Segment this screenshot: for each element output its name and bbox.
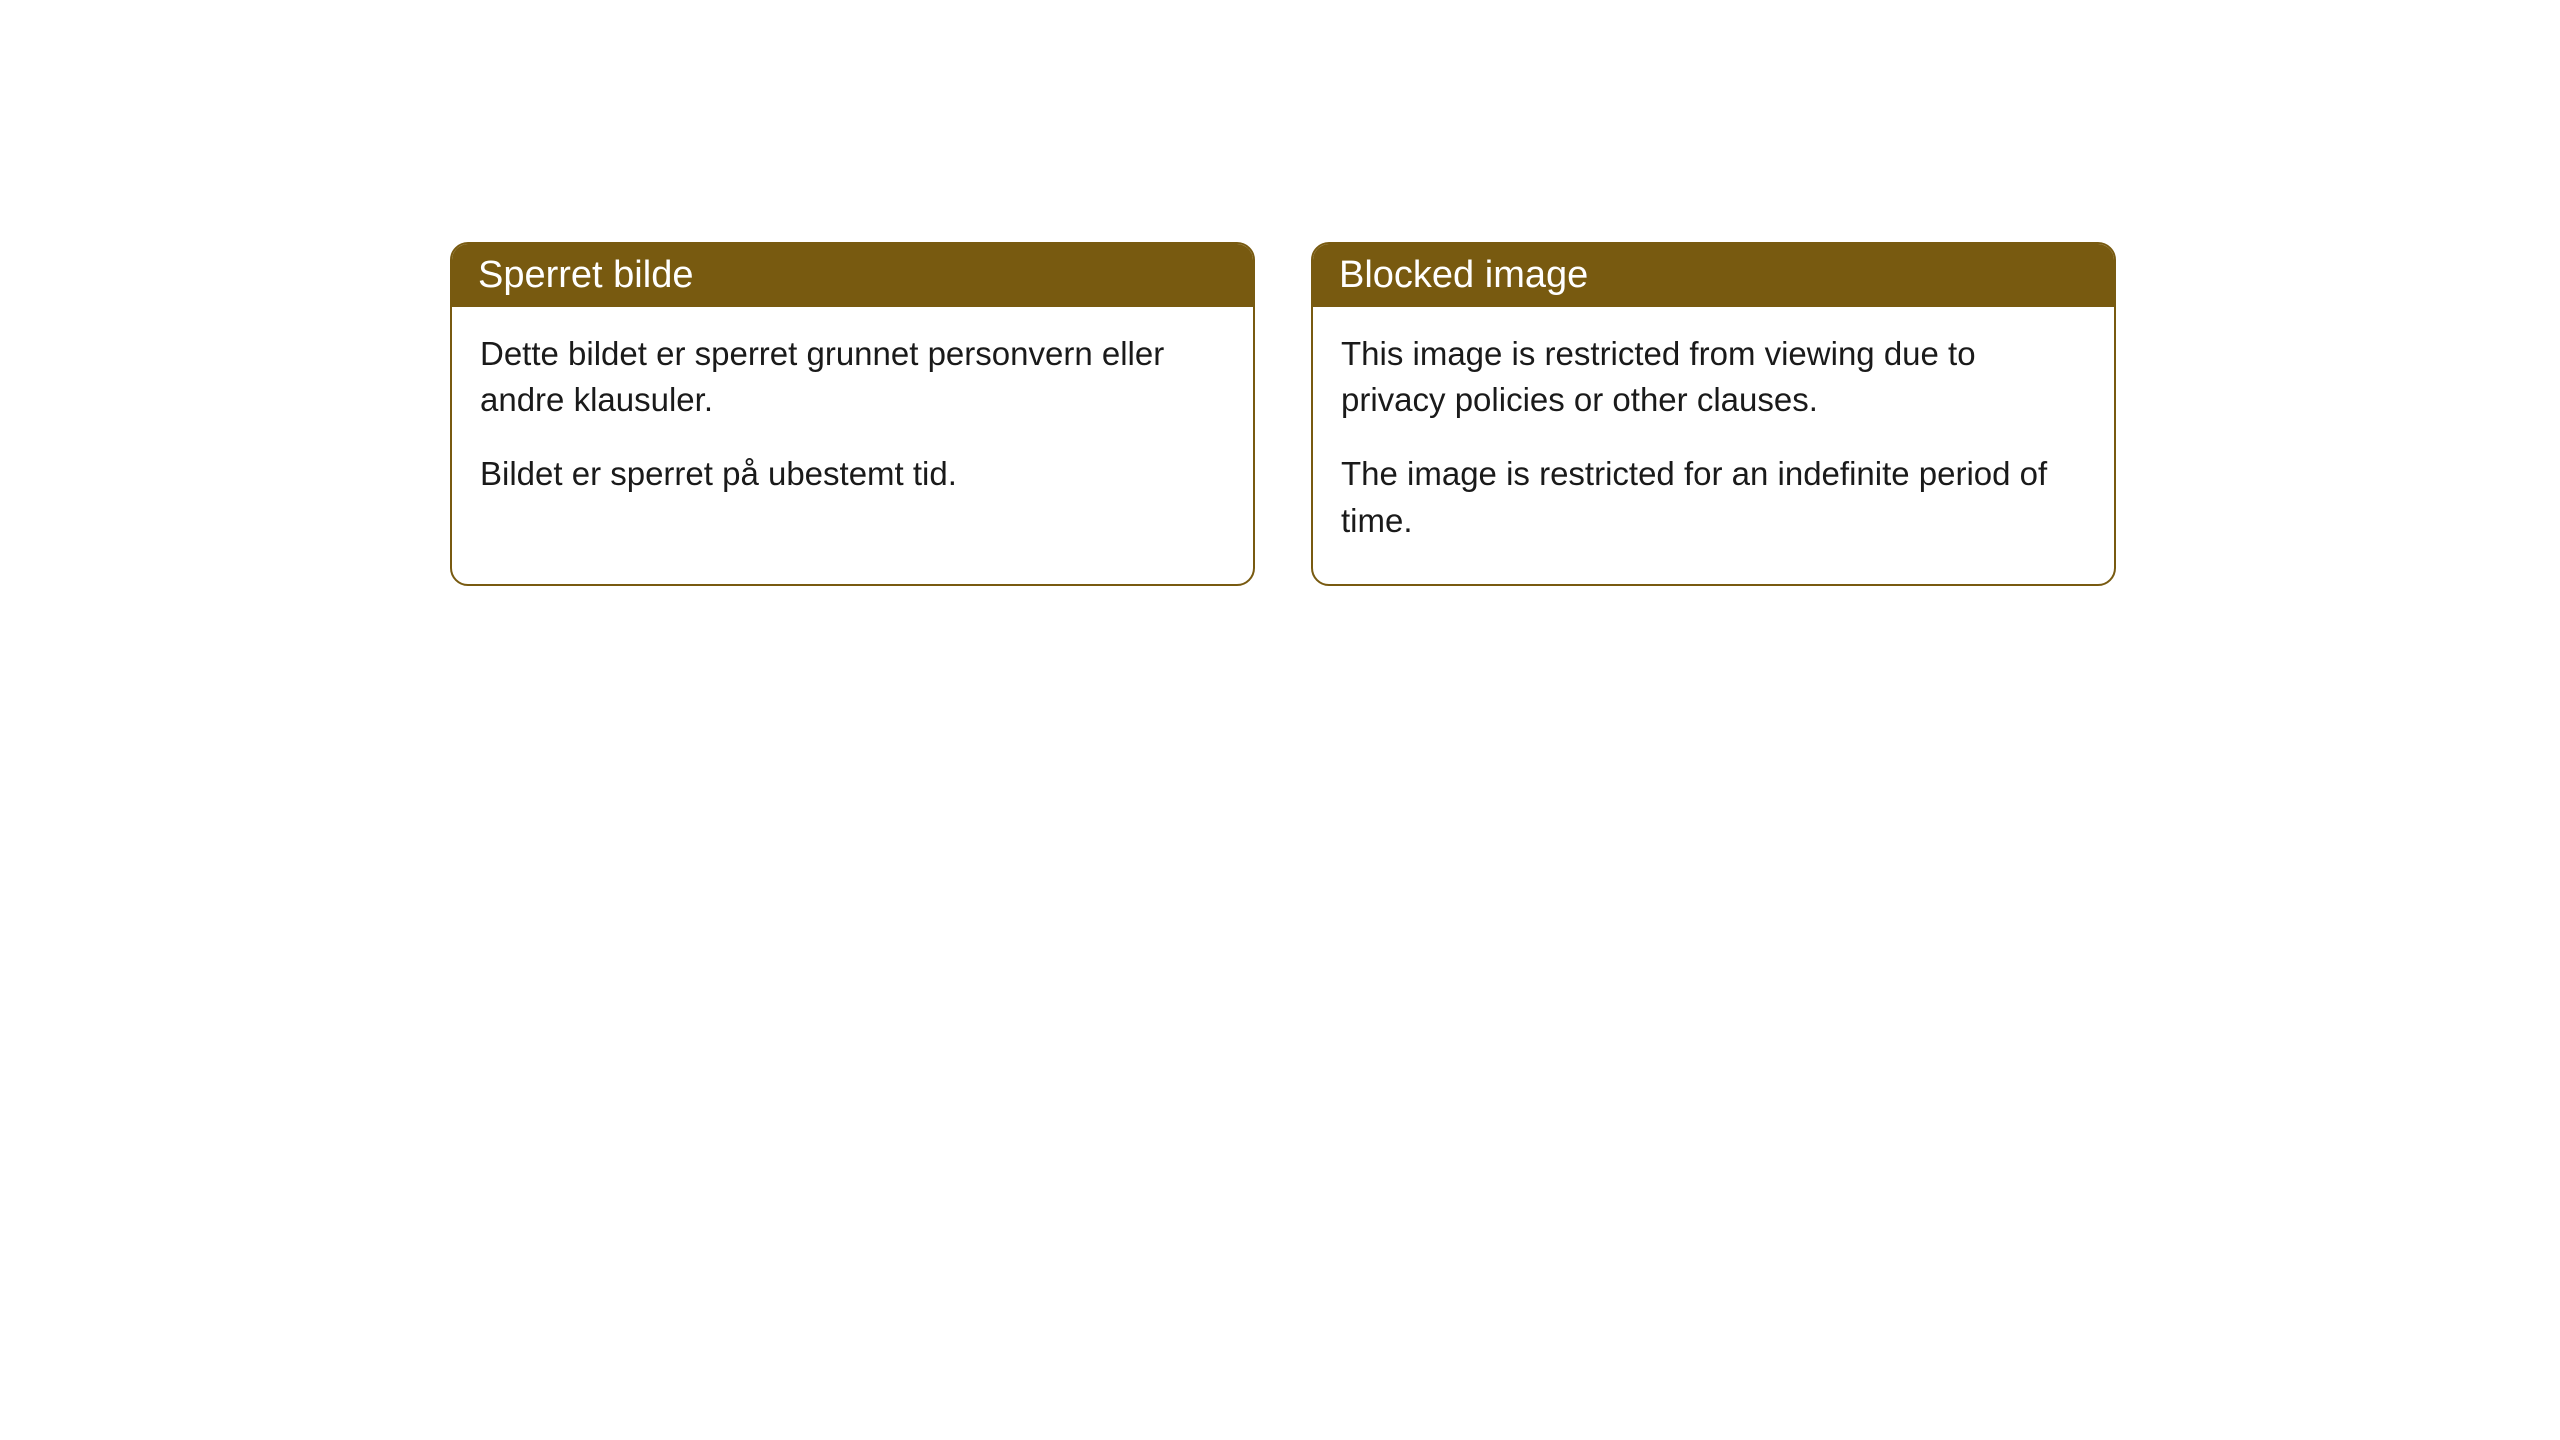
card-title-norwegian: Sperret bilde — [478, 254, 693, 296]
notice-paragraph: Bildet er sperret på ubestemt tid. — [480, 451, 1225, 497]
card-header-norwegian: Sperret bilde — [452, 244, 1253, 307]
notice-card-norwegian: Sperret bilde Dette bildet er sperret gr… — [450, 242, 1255, 586]
notice-card-english: Blocked image This image is restricted f… — [1311, 242, 2116, 586]
notice-cards-container: Sperret bilde Dette bildet er sperret gr… — [450, 242, 2116, 586]
notice-paragraph: The image is restricted for an indefinit… — [1341, 451, 2086, 543]
notice-paragraph: Dette bildet er sperret grunnet personve… — [480, 331, 1225, 423]
card-body-norwegian: Dette bildet er sperret grunnet personve… — [452, 307, 1253, 538]
notice-paragraph: This image is restricted from viewing du… — [1341, 331, 2086, 423]
card-header-english: Blocked image — [1313, 244, 2114, 307]
card-body-english: This image is restricted from viewing du… — [1313, 307, 2114, 584]
card-title-english: Blocked image — [1339, 254, 1588, 296]
